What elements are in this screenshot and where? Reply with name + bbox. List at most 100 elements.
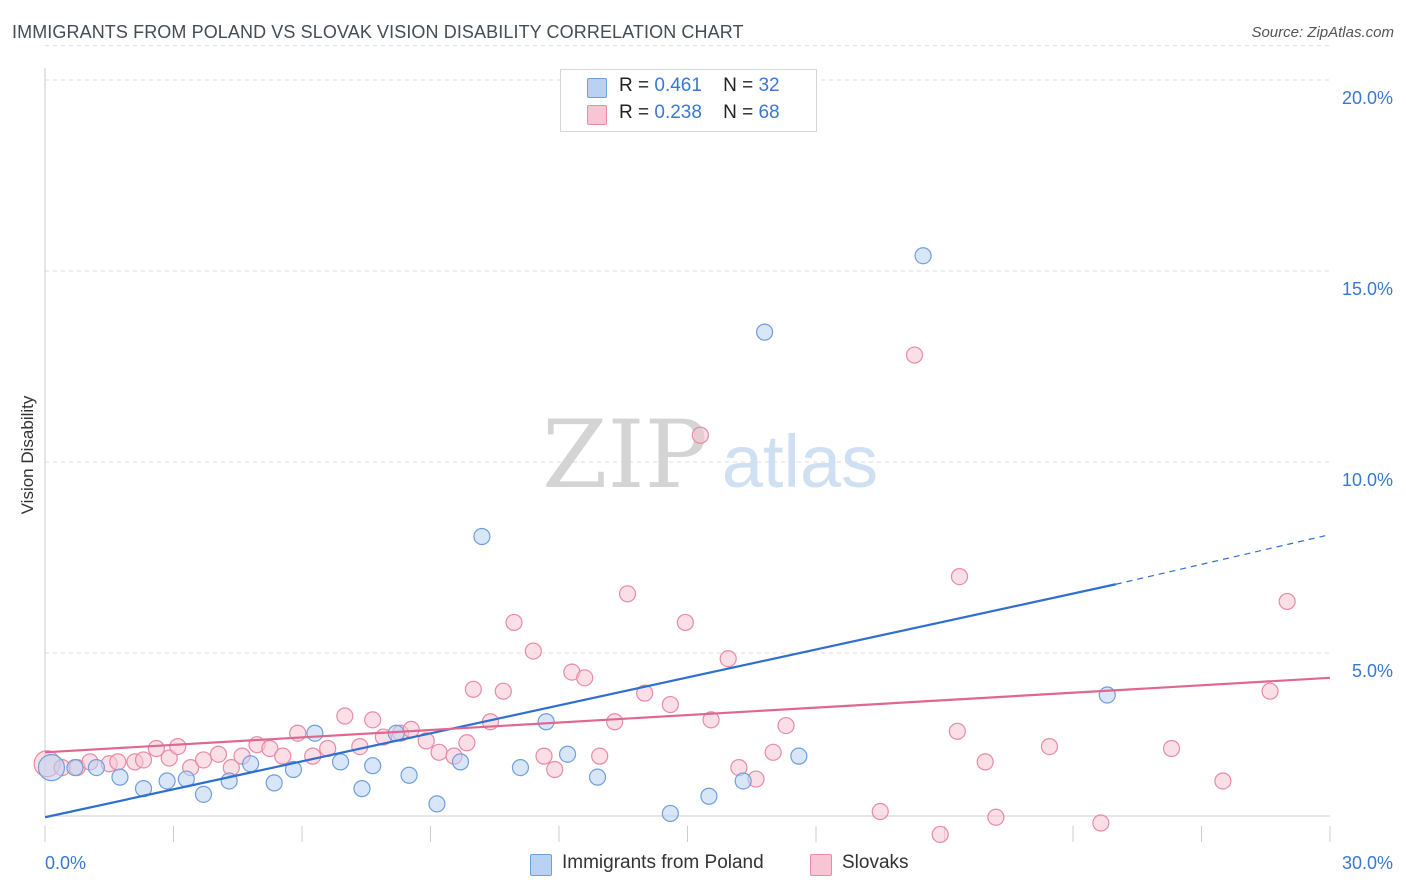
poland-point: [37, 753, 66, 782]
chart-title: IMMIGRANTS FROM POLAND VS SLOVAK VISION …: [12, 22, 744, 42]
slovaks-point: [1162, 739, 1181, 758]
stats-legend: R = 0.461 N = 32 R = 0.238 N = 68: [560, 69, 817, 132]
slovaks-point: [430, 743, 448, 761]
slovaks-point: [524, 642, 542, 660]
y-tick-label: 20.0%: [1342, 88, 1393, 108]
legend-poland-label: Immigrants from Poland: [562, 852, 764, 873]
poland-point: [734, 772, 752, 790]
poland-r-label: R =: [619, 75, 650, 96]
slovaks-point: [777, 716, 795, 735]
poland-point: [87, 758, 106, 777]
slovaks-point: [147, 739, 165, 758]
poland-point: [511, 758, 530, 777]
slovaks-r-label: R =: [619, 102, 650, 123]
poland-point: [364, 757, 382, 775]
poland-point: [914, 247, 932, 265]
slovaks-point: [109, 753, 127, 771]
slovaks-point: [691, 426, 709, 444]
legend-slovaks-label: Slovaks: [842, 852, 909, 873]
slovaks-point: [160, 749, 178, 767]
y-tick-label: 5.0%: [1352, 661, 1393, 681]
y-tick-label: 10.0%: [1342, 470, 1393, 490]
poland-point: [353, 780, 371, 798]
poland-swatch: [587, 78, 607, 98]
slovaks-point: [505, 613, 523, 632]
slovaks-swatch: [587, 105, 607, 125]
legend-poland-swatch: [530, 854, 552, 876]
poland-point: [700, 787, 718, 805]
poland-point: [158, 772, 176, 790]
poland-point: [755, 323, 774, 341]
poland-point: [661, 804, 679, 823]
slovaks-point: [987, 808, 1005, 826]
slovaks-point: [1092, 814, 1110, 832]
slovaks-point: [402, 720, 420, 739]
poland-point: [111, 768, 129, 786]
poland-trend-line: [44, 583, 1117, 819]
slovaks-point: [364, 711, 382, 729]
slovaks-point: [676, 613, 694, 632]
slovaks-point: [702, 711, 720, 729]
slovaks-point: [1261, 682, 1279, 700]
poland-trend-extension: [1115, 533, 1331, 585]
slovaks-point: [274, 747, 292, 765]
x-tick-label: 30.0%: [1342, 853, 1393, 873]
poland-point: [194, 785, 213, 803]
slovaks-point: [209, 745, 228, 763]
poland-point: [473, 527, 491, 546]
poland-point: [265, 774, 283, 792]
slovaks-point: [464, 680, 482, 698]
tick-labels: 5.0% 10.0% 15.0% 20.0% 0.0% 30.0%: [45, 88, 1393, 873]
slovaks-point: [948, 722, 966, 740]
axes: [44, 68, 1331, 842]
poland-point: [588, 768, 607, 786]
poland-point: [537, 713, 555, 731]
slovaks-point: [1278, 592, 1296, 611]
slovaks-r-value: 0.238: [654, 102, 702, 123]
slovaks-point: [261, 739, 279, 758]
slovaks-n-value: 68: [758, 102, 780, 123]
x-tick-label: 0.0%: [45, 853, 86, 873]
poland-point: [284, 760, 303, 779]
poland-n-value: 32: [758, 75, 780, 96]
slovaks-point: [458, 734, 476, 752]
slovaks-point: [417, 732, 435, 750]
slovaks-n-label: N =: [723, 102, 754, 123]
slovaks-point: [764, 743, 782, 761]
slovaks-point: [535, 747, 553, 765]
slovaks-point: [134, 751, 153, 769]
slovaks-point: [931, 825, 949, 844]
poland-point: [790, 747, 808, 765]
slovaks-point: [336, 707, 354, 725]
slovaks-point: [304, 747, 322, 765]
watermark-zip: ZIP: [542, 401, 708, 510]
slovaks-point: [546, 760, 564, 779]
slovaks-point: [661, 695, 679, 714]
poland-point: [400, 766, 418, 784]
poland-point: [331, 753, 350, 771]
slovaks-trend-line: [44, 676, 1331, 754]
poland-point: [451, 753, 470, 771]
poland-point: [242, 755, 260, 773]
slovaks-point: [1040, 737, 1059, 756]
slovaks-point: [591, 747, 609, 765]
poland-point: [428, 795, 446, 813]
slovaks-point: [618, 585, 637, 603]
trend-lines: [44, 533, 1331, 819]
slovaks-point: [950, 567, 969, 586]
source-label: Source: ZipAtlas.com: [1251, 24, 1394, 41]
slovaks-point: [905, 346, 924, 364]
legend-slovaks-swatch: [810, 854, 832, 876]
slovaks-point: [1214, 772, 1232, 790]
gridlines: [45, 45, 1330, 654]
poland-point: [558, 745, 577, 763]
y-tick-label: 15.0%: [1342, 279, 1393, 299]
slovaks-point: [976, 753, 994, 771]
watermark-atlas: atlas: [722, 420, 878, 503]
slovaks-point: [169, 737, 187, 756]
slovaks-point: [719, 650, 737, 668]
slovaks-point: [194, 751, 213, 769]
poland-point: [66, 758, 84, 777]
slovaks-point: [636, 684, 654, 702]
